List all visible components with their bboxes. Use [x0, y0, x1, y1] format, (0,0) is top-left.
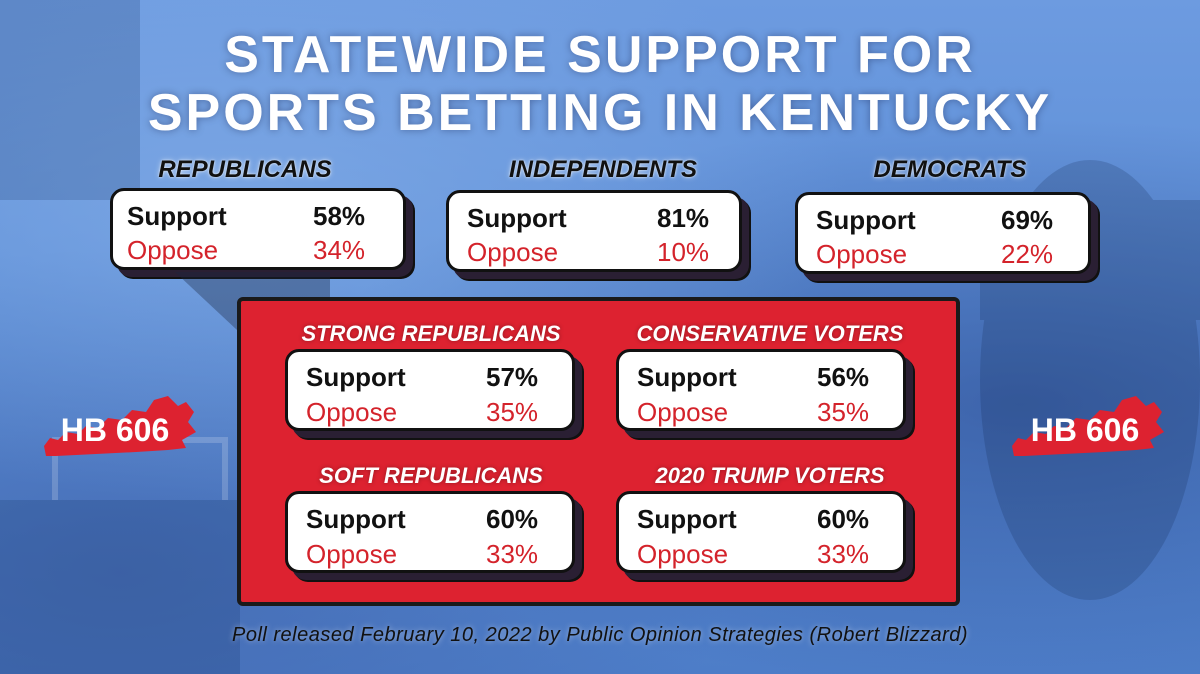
oppose-label: Oppose [467, 237, 559, 267]
soft-republicans-card: Support 60% Oppose 33% [285, 491, 575, 573]
subgroup-label-2020-trump-voters: 2020 TRUMP VOTERS [655, 463, 885, 488]
subgroup-label-soft-republicans: SOFT REPUBLICANS [319, 463, 543, 488]
oppose-value: 22% [1001, 239, 1054, 269]
oppose-value: 33% [817, 539, 870, 569]
hb606-badge-right: HB 606 [1030, 412, 1140, 448]
strong-republicans-card: Support 57% Oppose 35% [285, 349, 575, 431]
oppose-value: 35% [486, 397, 539, 427]
support-label: Support [306, 362, 406, 392]
support-label: Support [127, 201, 227, 231]
trump-voters-card: Support 60% Oppose 33% [616, 491, 906, 573]
democrats-card: Support 69% Oppose 22% [795, 192, 1091, 274]
source-footnote: Poll released February 10, 2022 by Publi… [231, 624, 969, 646]
oppose-value: 33% [486, 539, 539, 569]
oppose-label: Oppose [816, 239, 908, 269]
oppose-label: Oppose [306, 397, 398, 427]
support-label: Support [816, 205, 916, 235]
support-label: Support [467, 203, 567, 233]
oppose-value: 35% [817, 397, 870, 427]
support-value: 57% [486, 362, 539, 392]
support-value: 69% [1001, 205, 1054, 235]
subgroup-label-strong-republicans: STRONG REPUBLICANS [301, 321, 561, 346]
oppose-value: 10% [657, 237, 710, 267]
oppose-label: Oppose [637, 397, 729, 427]
group-label-democrats: DEMOCRATS [873, 156, 1027, 183]
title-line-1: STATEWIDE SUPPORT FOR [224, 26, 976, 84]
support-value: 56% [817, 362, 870, 392]
title-line-2: SPORTS BETTING IN KENTUCKY [147, 84, 1053, 142]
oppose-label: Oppose [306, 539, 398, 569]
group-label-republicans: REPUBLICANS [158, 156, 332, 183]
subgroup-label-conservative-voters: CONSERVATIVE VOTERS [636, 321, 904, 346]
oppose-value: 34% [313, 235, 366, 265]
support-value: 58% [313, 201, 366, 231]
conservative-voters-card: Support 56% Oppose 35% [616, 349, 906, 431]
kentucky-map-icon-left [44, 396, 196, 456]
support-value: 60% [486, 504, 539, 534]
independents-card: Support 81% Oppose 10% [446, 190, 742, 272]
oppose-label: Oppose [127, 235, 219, 265]
support-value: 81% [657, 203, 710, 233]
republican-breakdown-panel: STRONG REPUBLICANS Support 57% Oppose 35… [237, 297, 960, 606]
kentucky-map-icon-right [1012, 396, 1164, 456]
support-label: Support [637, 504, 737, 534]
support-label: Support [637, 362, 737, 392]
hb606-badge-left: HB 606 [60, 412, 170, 448]
group-label-independents: INDEPENDENTS [508, 156, 698, 183]
oppose-label: Oppose [637, 539, 729, 569]
support-label: Support [306, 504, 406, 534]
support-value: 60% [817, 504, 870, 534]
republicans-card: Support 58% Oppose 34% [110, 188, 406, 270]
